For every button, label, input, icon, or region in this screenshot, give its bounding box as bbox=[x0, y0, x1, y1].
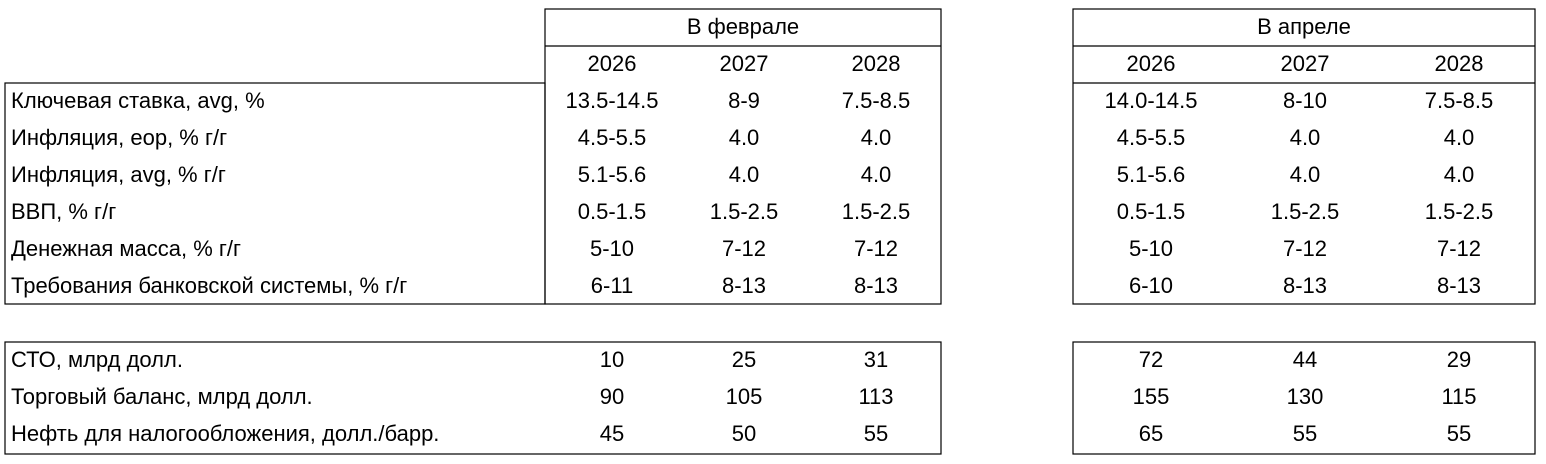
cell: 5-10 bbox=[590, 236, 634, 261]
year-header: 2028 bbox=[1435, 51, 1484, 76]
cell: 5.1-5.6 bbox=[1117, 162, 1186, 187]
cell: 55 bbox=[1447, 421, 1471, 446]
year-header: 2026 bbox=[1127, 51, 1176, 76]
year-header: 2028 bbox=[852, 51, 901, 76]
cell: 1.5-2.5 bbox=[1425, 199, 1494, 224]
cell: 55 bbox=[864, 421, 888, 446]
bottom-apr-box bbox=[1072, 341, 1536, 455]
year-header: 2027 bbox=[720, 51, 769, 76]
apr-box bbox=[1072, 8, 1536, 305]
row-label: Инфляция, eop, % г/г bbox=[11, 125, 227, 150]
cell: 8-9 bbox=[728, 88, 760, 113]
cell: 7-12 bbox=[1283, 236, 1327, 261]
cell: 6-10 bbox=[1129, 273, 1173, 298]
row-label: СТО, млрд долл. bbox=[11, 347, 183, 372]
cell: 4.0 bbox=[861, 162, 892, 187]
row-label: ВВП, % г/г bbox=[11, 199, 116, 224]
cell: 44 bbox=[1293, 347, 1317, 372]
cell: 7-12 bbox=[854, 236, 898, 261]
cell: 155 bbox=[1133, 384, 1170, 409]
cell: 10 bbox=[600, 347, 624, 372]
cell: 5-10 bbox=[1129, 236, 1173, 261]
cell: 50 bbox=[732, 421, 756, 446]
cell: 1.5-2.5 bbox=[1271, 199, 1340, 224]
cell: 113 bbox=[858, 384, 893, 409]
cell: 4.0 bbox=[729, 162, 760, 187]
cell: 4.0 bbox=[1444, 125, 1475, 150]
cell: 45 bbox=[600, 421, 624, 446]
label-box bbox=[4, 82, 546, 305]
cell: 0.5-1.5 bbox=[578, 199, 647, 224]
row-label: Денежная масса, % г/г bbox=[11, 236, 241, 261]
row-label: Торговый баланс, млрд долл. bbox=[11, 384, 313, 409]
cell: 1.5-2.5 bbox=[842, 199, 911, 224]
cell: 25 bbox=[732, 347, 756, 372]
cell: 1.5-2.5 bbox=[710, 199, 779, 224]
row-label: Ключевая ставка, avg, % bbox=[11, 88, 265, 113]
cell: 130 bbox=[1287, 384, 1324, 409]
row-label: Требования банковской системы, % г/г bbox=[11, 273, 407, 298]
cell: 4.5-5.5 bbox=[1117, 125, 1186, 150]
cell: 90 bbox=[600, 384, 624, 409]
group-title: В феврале bbox=[687, 14, 799, 39]
cell: 29 bbox=[1447, 347, 1471, 372]
year-header: 2027 bbox=[1281, 51, 1330, 76]
cell: 7-12 bbox=[1437, 236, 1481, 261]
cell: 8-10 bbox=[1283, 88, 1327, 113]
cell: 6-11 bbox=[591, 273, 633, 298]
cell: 31 bbox=[864, 347, 888, 372]
cell: 7.5-8.5 bbox=[842, 88, 911, 113]
cell: 13.5-14.5 bbox=[566, 88, 659, 113]
row-label: Инфляция, avg, % г/г bbox=[11, 162, 226, 187]
cell: 4.5-5.5 bbox=[578, 125, 647, 150]
cell: 4.0 bbox=[729, 125, 760, 150]
cell: 7.5-8.5 bbox=[1425, 88, 1494, 113]
cell: 4.0 bbox=[1290, 162, 1321, 187]
cell: 7-12 bbox=[722, 236, 766, 261]
cell: 4.0 bbox=[1290, 125, 1321, 150]
cell: 5.1-5.6 bbox=[578, 162, 647, 187]
feb-box bbox=[544, 8, 942, 305]
cell: 55 bbox=[1293, 421, 1317, 446]
year-header: 2026 bbox=[588, 51, 637, 76]
cell: 8-13 bbox=[1437, 273, 1481, 298]
bottom-left-box bbox=[4, 341, 942, 455]
cell: 8-13 bbox=[1283, 273, 1327, 298]
cell: 105 bbox=[726, 384, 763, 409]
group-title: В апреле bbox=[1257, 14, 1351, 39]
cell: 8-13 bbox=[722, 273, 766, 298]
cell: 65 bbox=[1139, 421, 1163, 446]
cell: 72 bbox=[1139, 347, 1163, 372]
cell: 4.0 bbox=[1444, 162, 1475, 187]
cell: 14.0-14.5 bbox=[1105, 88, 1198, 113]
cell: 4.0 bbox=[861, 125, 892, 150]
cell: 115 bbox=[1441, 384, 1476, 409]
cell: 0.5-1.5 bbox=[1117, 199, 1186, 224]
row-label: Нефть для налогообложения, долл./барр. bbox=[11, 421, 439, 446]
cell: 8-13 bbox=[854, 273, 898, 298]
